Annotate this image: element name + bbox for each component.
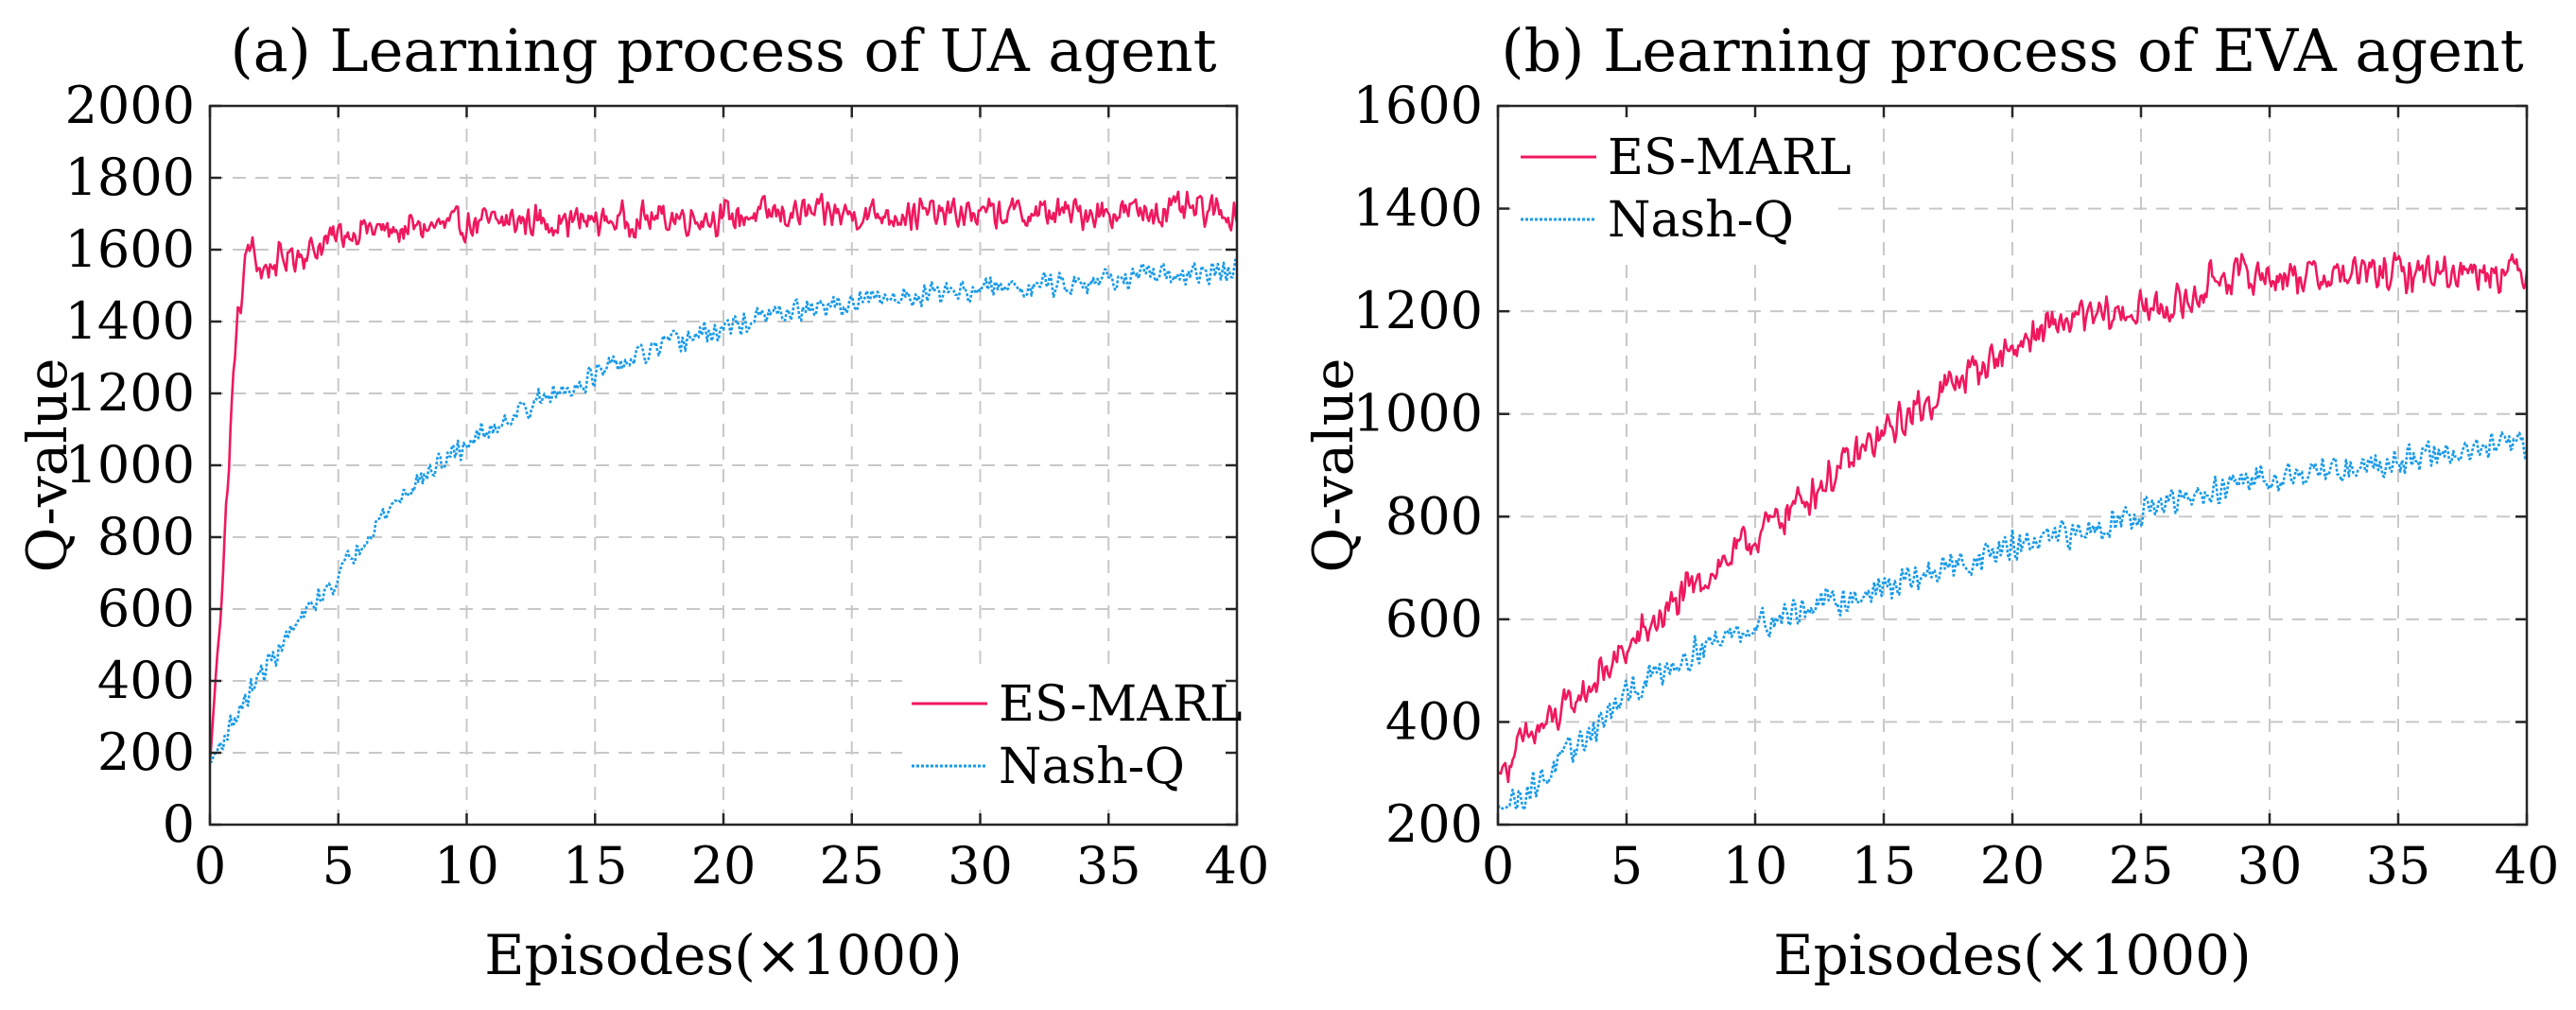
y-axis-label-eva: Q-value: [1301, 358, 1366, 573]
y-tick-label: 1400: [65, 291, 195, 351]
y-tick-label: 800: [1385, 486, 1483, 546]
x-tick-label: 0: [1482, 836, 1514, 896]
legend-ua: ES-MARL Nash-Q: [902, 664, 1243, 806]
ticks-ua: 0 5 10 15 20 25 30 35 40020040060080010001200140…: [65, 76, 1270, 896]
x-tick-label: 0: [194, 836, 226, 896]
legend-box: [1511, 117, 1833, 259]
series-line-nash-q-eva: [1498, 430, 2527, 811]
y-tick-label: 1000: [1353, 384, 1483, 444]
x-tick-label: 40: [1205, 836, 1270, 896]
ticks-eva: 0 5 10 15 20 25 30 35 40 200 400 600 800 1000 1200 1400…: [1353, 76, 2560, 896]
panel-eva-agent: (b) Learning process of EVA agent 0 5 10 15…: [1301, 16, 2559, 987]
y-tick-label: 1600: [65, 219, 195, 279]
x-tick-label: 35: [1076, 836, 1141, 896]
legend-box: [902, 664, 1224, 806]
y-tick-label: 2000: [65, 76, 195, 135]
y-tick-label: 800: [97, 507, 195, 566]
y-tick-label: 1000: [65, 435, 195, 495]
series-line-es-marl-ua: [210, 190, 1237, 763]
series-layer-eva: [1498, 252, 2527, 811]
x-tick-label: 35: [2366, 836, 2431, 896]
series-line-nash-q-ua: [210, 258, 1237, 764]
y-tick-label: 600: [97, 579, 195, 638]
x-tick-label: 30: [2237, 836, 2303, 896]
legend-eva: ES-MARL Nash-Q: [1511, 117, 1852, 259]
y-tick-label: 1600: [1353, 76, 1483, 135]
legend-label: Nash-Q: [999, 739, 1185, 795]
x-tick-label: 40: [2495, 836, 2560, 896]
x-axis-label-ua: Episodes(×1000): [484, 923, 962, 987]
chart-title-eva: (b) Learning process of EVA agent: [1501, 16, 2523, 85]
x-tick-label: 30: [948, 836, 1013, 896]
x-tick-label: 25: [2109, 836, 2174, 896]
x-tick-label: 10: [1723, 836, 1788, 896]
y-tick-label: 400: [1385, 691, 1483, 751]
x-tick-label: 5: [1610, 836, 1643, 896]
series-layer-ua: [210, 190, 1237, 764]
x-tick-label: 15: [563, 836, 628, 896]
x-axis-label-eva: Episodes(×1000): [1773, 923, 2251, 987]
x-tick-label: 20: [691, 836, 757, 896]
legend-label: ES-MARL: [999, 676, 1243, 733]
legend-label: Nash-Q: [1608, 192, 1794, 249]
x-tick-label: 20: [1980, 836, 2045, 896]
x-tick-label: 25: [819, 836, 884, 896]
y-tick-label: 400: [97, 651, 195, 710]
y-tick-label: 600: [1385, 589, 1483, 649]
y-tick-label: 1800: [65, 148, 195, 207]
legend-label: ES-MARL: [1608, 130, 1852, 186]
series-line-es-marl-eva: [1498, 252, 2527, 784]
y-tick-label: 0: [163, 794, 195, 854]
y-tick-label: 200: [97, 723, 195, 782]
y-tick-label: 1200: [65, 363, 195, 423]
x-tick-label: 5: [322, 836, 355, 896]
panel-ua-agent: (a) Learning process of UA agent 0 5 10 15 2…: [15, 16, 1269, 987]
y-tick-label: 200: [1385, 794, 1483, 854]
y-tick-label: 1400: [1353, 179, 1483, 238]
y-axis-label-ua: Q-value: [15, 358, 79, 573]
x-tick-label: 10: [434, 836, 499, 896]
y-tick-label: 1200: [1353, 281, 1483, 340]
chart-title-ua: (a) Learning process of UA agent: [230, 16, 1216, 85]
x-tick-label: 15: [1852, 836, 1917, 896]
